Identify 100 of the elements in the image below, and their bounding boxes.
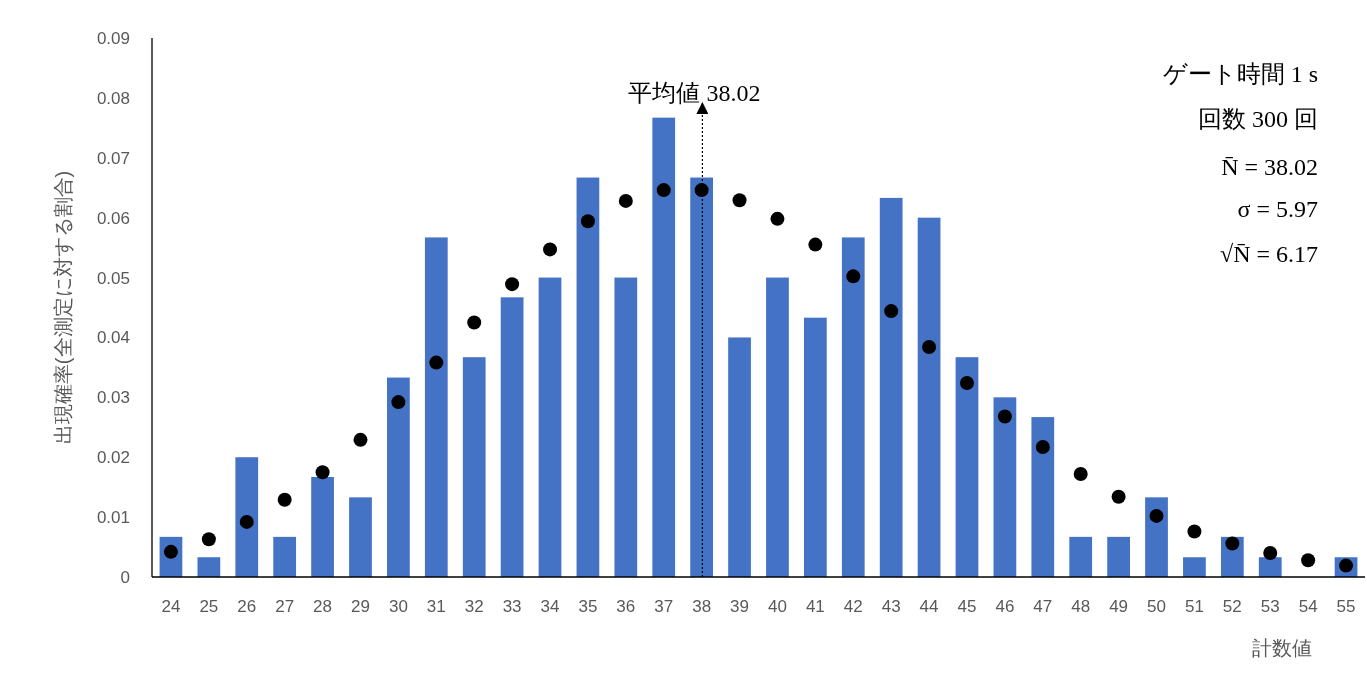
- point: [580, 214, 595, 229]
- x-tick-label: 53: [1260, 597, 1280, 616]
- bar: [803, 317, 827, 577]
- x-tick-label: 31: [426, 597, 446, 616]
- point: [467, 315, 482, 330]
- x-tick-label: 54: [1298, 597, 1318, 616]
- annotation: √N̄ = 6.17: [1219, 241, 1318, 267]
- point: [1263, 546, 1278, 561]
- bar: [1258, 557, 1282, 577]
- y-tick-label: 0.02: [96, 448, 130, 468]
- point: [694, 183, 709, 198]
- x-tick-label: 49: [1109, 597, 1129, 616]
- ref-line-label: 平均値 38.02: [628, 80, 761, 106]
- bar: [728, 337, 751, 577]
- bar: [349, 497, 372, 577]
- point: [543, 242, 558, 257]
- x-tick-label: 43: [881, 597, 901, 616]
- point: [277, 492, 292, 507]
- x-tick-label: 37: [654, 597, 674, 616]
- x-tick-label: 38: [692, 597, 712, 616]
- point: [656, 183, 671, 198]
- y-tick-label: 0.05: [96, 268, 130, 288]
- x-tick-label: 30: [388, 597, 408, 616]
- x-tick-label: 36: [616, 597, 636, 616]
- x-tick-label: 39: [730, 597, 750, 616]
- x-tick-label: 24: [161, 597, 181, 616]
- point: [618, 193, 633, 208]
- point: [1073, 466, 1088, 481]
- point: [505, 277, 520, 292]
- x-tick-label: 28: [313, 597, 333, 616]
- point: [315, 465, 330, 480]
- point: [391, 395, 406, 410]
- point: [922, 340, 937, 355]
- x-tick-label: 48: [1071, 597, 1091, 616]
- annotation: 回数 300 回: [1198, 106, 1318, 132]
- x-tick-label: 34: [540, 597, 560, 616]
- point: [846, 269, 861, 284]
- point: [1225, 536, 1240, 551]
- point: [884, 304, 899, 319]
- bar: [1145, 497, 1168, 577]
- point: [1149, 508, 1164, 523]
- x-tick-label: 45: [957, 597, 977, 616]
- point: [770, 211, 785, 226]
- bar: [1069, 536, 1093, 577]
- x-tick-label: 27: [275, 597, 295, 616]
- x-tick-label: 44: [919, 597, 939, 616]
- x-tick-label: 47: [1033, 597, 1053, 616]
- bar: [500, 297, 524, 577]
- point: [239, 514, 254, 529]
- x-tick-label: 35: [578, 597, 598, 616]
- x-tick-label: 50: [1147, 597, 1166, 616]
- x-axis-title: 計数値: [1252, 637, 1312, 659]
- point: [201, 532, 216, 547]
- x-tick-label: 32: [464, 597, 484, 616]
- x-tick-label: 33: [502, 597, 522, 616]
- y-tick-label: 0.08: [96, 88, 130, 108]
- bar: [273, 536, 297, 577]
- point: [1301, 553, 1316, 568]
- point: [429, 355, 444, 370]
- point: [353, 432, 368, 447]
- bar: [1107, 536, 1130, 577]
- x-tick-label: 42: [843, 597, 863, 616]
- bar: [766, 277, 789, 577]
- y-tick-label: 0: [120, 567, 130, 587]
- x-tick-label: 55: [1336, 597, 1356, 616]
- x-tick-label: 51: [1184, 597, 1204, 616]
- y-tick-label: 0.04: [96, 328, 130, 348]
- x-tick-label: 41: [805, 597, 825, 616]
- y-tick-label: 0.01: [96, 508, 130, 528]
- bar: [993, 397, 1017, 577]
- y-tick-label: 0.07: [96, 148, 130, 168]
- annotation: N̄ = 38.02: [1221, 154, 1318, 180]
- point: [997, 409, 1012, 424]
- bar: [235, 457, 259, 577]
- bar: [1183, 557, 1206, 577]
- bar: [424, 237, 448, 577]
- bar: [576, 177, 600, 577]
- bar: [311, 476, 334, 577]
- x-tick-label: 29: [351, 597, 370, 616]
- x-tick-label: 46: [995, 597, 1015, 616]
- bar: [955, 357, 979, 577]
- x-tick-label: 52: [1222, 597, 1242, 616]
- bar: [387, 377, 410, 577]
- x-tick-label: 40: [767, 597, 787, 616]
- annotation: σ = 5.97: [1237, 196, 1318, 222]
- bar: [652, 117, 676, 577]
- bar: [614, 277, 638, 577]
- bar: [917, 217, 941, 577]
- y-tick-label: 0.09: [96, 28, 130, 48]
- bar: [841, 237, 865, 577]
- y-tick-label: 0.03: [96, 388, 130, 408]
- bar: [879, 197, 903, 577]
- y-axis-title: 出現確率(全測定に対する割合): [52, 170, 74, 445]
- point: [1187, 524, 1202, 539]
- point: [1035, 440, 1050, 455]
- x-tick-label: 26: [237, 597, 257, 616]
- point: [808, 237, 823, 252]
- annotation: ゲート時間 1 s: [1162, 61, 1318, 87]
- bar: [1031, 417, 1055, 577]
- point: [1111, 489, 1126, 504]
